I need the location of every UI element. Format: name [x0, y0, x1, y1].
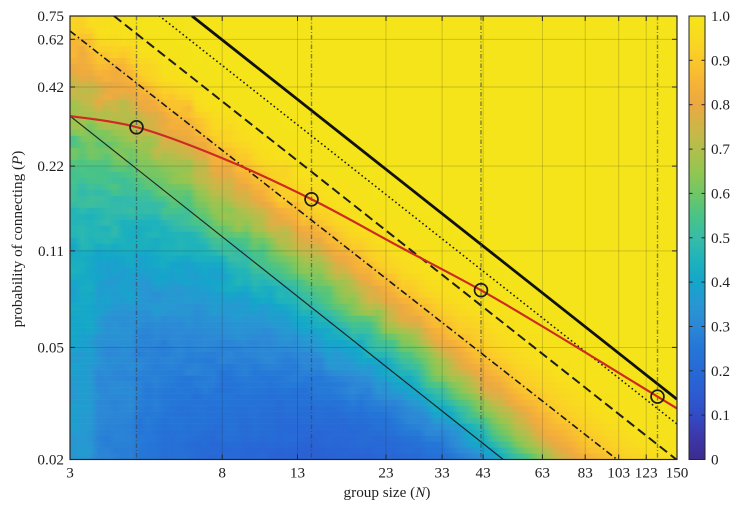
svg-text:0.42: 0.42: [37, 79, 64, 96]
svg-text:0.9: 0.9: [711, 52, 730, 69]
svg-text:0.62: 0.62: [37, 31, 64, 48]
svg-text:0.6: 0.6: [711, 185, 730, 202]
svg-text:0.1: 0.1: [711, 407, 730, 424]
svg-text:1.0: 1.0: [711, 8, 730, 25]
svg-text:43: 43: [476, 465, 491, 482]
svg-text:0.8: 0.8: [711, 97, 730, 114]
svg-text:0.11: 0.11: [38, 243, 64, 260]
svg-text:0.75: 0.75: [37, 8, 64, 25]
svg-text:103: 103: [607, 465, 630, 482]
svg-text:63: 63: [535, 465, 550, 482]
svg-text:33: 33: [435, 465, 450, 482]
svg-text:0.5: 0.5: [711, 230, 730, 247]
svg-text:probability of connecting (P): probability of connecting (P): [9, 151, 26, 328]
svg-text:13: 13: [290, 465, 305, 482]
svg-text:3: 3: [66, 465, 74, 482]
svg-text:group size (N): group size (N): [344, 484, 431, 501]
svg-text:123: 123: [635, 465, 658, 482]
svg-text:8: 8: [218, 465, 226, 482]
svg-text:0.2: 0.2: [711, 363, 730, 380]
svg-text:0.4: 0.4: [711, 274, 730, 291]
svg-text:0.7: 0.7: [711, 141, 730, 158]
svg-text:0.3: 0.3: [711, 319, 730, 336]
svg-text:0.05: 0.05: [37, 339, 64, 356]
svg-text:0: 0: [711, 452, 719, 469]
svg-text:150: 150: [666, 465, 689, 482]
svg-text:23: 23: [378, 465, 393, 482]
svg-text:0.02: 0.02: [37, 452, 64, 469]
svg-text:0.22: 0.22: [37, 158, 64, 175]
svg-text:83: 83: [578, 465, 593, 482]
